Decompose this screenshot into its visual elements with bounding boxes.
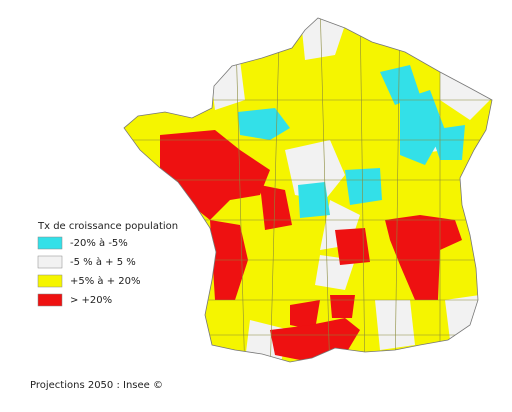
- department-area: [330, 295, 355, 318]
- france-outline: [123, 17, 493, 363]
- department-area: [298, 182, 330, 218]
- department-area: [430, 125, 465, 160]
- legend-swatch: [37, 293, 63, 307]
- legend-swatch: [37, 236, 63, 250]
- legend-label: -20% à -5%: [70, 237, 128, 249]
- france-map: [124, 18, 492, 362]
- department-area: [290, 300, 320, 330]
- department-area: [445, 295, 480, 340]
- department-area: [385, 215, 462, 300]
- department-area: [375, 300, 415, 350]
- legend-label: > +20%: [70, 295, 112, 306]
- department-area: [335, 228, 370, 265]
- department-area: [400, 90, 445, 165]
- legend-swatch: [37, 255, 63, 269]
- legend: Tx de croissance population -20% à -5% -5…: [37, 221, 178, 307]
- legend-swatch: [37, 274, 63, 288]
- legend-title: Tx de croissance population: [37, 221, 178, 232]
- footer: Projections 2050 : Insee ©: [30, 380, 163, 391]
- department-area: [380, 65, 420, 105]
- department-area: [260, 185, 292, 230]
- legend-label: -5 % à + 5 %: [70, 256, 136, 268]
- department-area: [345, 168, 382, 205]
- legend-label: +5% à + 20%: [70, 275, 141, 287]
- department-borders: [124, 18, 492, 362]
